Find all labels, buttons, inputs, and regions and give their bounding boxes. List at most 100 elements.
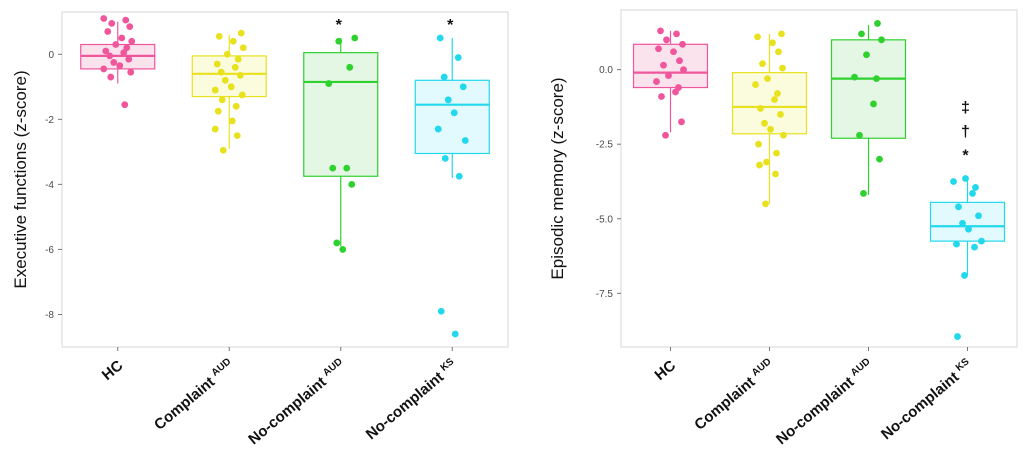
- data-point: [213, 60, 221, 68]
- data-point: [978, 237, 985, 245]
- data-point: [440, 73, 448, 81]
- data-point: [757, 105, 764, 112]
- data-point: [228, 117, 236, 125]
- data-point: [774, 90, 781, 97]
- data-point: [773, 149, 780, 157]
- data-point: [969, 190, 976, 197]
- data-point: [955, 203, 962, 211]
- data-point: [965, 225, 972, 233]
- y-tick-label: -4: [45, 180, 54, 191]
- y-axis-label: Executive functions (z-score): [11, 70, 30, 288]
- data-point: [971, 243, 978, 251]
- data-point: [874, 20, 881, 27]
- y-tick-label: -5.0: [596, 214, 614, 225]
- data-point: [851, 73, 858, 81]
- data-point: [676, 57, 683, 65]
- box: [929, 201, 1006, 242]
- data-point: [876, 155, 883, 163]
- data-point: [219, 146, 227, 154]
- data-point: [856, 131, 863, 139]
- y-tick-label: 0.0: [599, 65, 613, 76]
- data-point: [858, 30, 865, 38]
- data-point: [123, 44, 131, 52]
- box-group-3: *: [303, 17, 379, 351]
- data-point: [348, 180, 356, 188]
- data-point: [234, 55, 242, 63]
- y-tick-label: -6: [45, 245, 54, 256]
- data-point: [764, 75, 771, 82]
- data-point: [232, 102, 240, 110]
- data-point: [451, 330, 459, 338]
- box-group-1: [632, 27, 709, 351]
- data-point: [860, 190, 867, 197]
- data-point: [221, 76, 229, 84]
- data-point: [237, 29, 245, 37]
- plot-frame: [620, 9, 1018, 348]
- data-point: [680, 66, 687, 74]
- data-point: [126, 23, 134, 31]
- data-point: [112, 41, 120, 48]
- data-point: [229, 37, 237, 45]
- data-point: [454, 54, 462, 61]
- y-tick-label: -2.5: [596, 140, 614, 151]
- y-axis-label: Episodic memory (z-score): [548, 77, 567, 279]
- data-point: [128, 37, 136, 45]
- data-point: [120, 49, 128, 57]
- data-point: [653, 78, 660, 85]
- data-point: [763, 158, 770, 166]
- data-point: [779, 64, 786, 72]
- data-point: [122, 16, 130, 24]
- data-point: [343, 164, 351, 172]
- panel-1: 0 -2 -4 -6 -8 Executive functions (z-score) * *…: [11, 11, 509, 448]
- data-point: [333, 239, 341, 247]
- x-category-label: ComplaintAUD: [691, 356, 778, 433]
- data-point: [953, 240, 960, 248]
- data-point: [325, 80, 333, 87]
- x-category-label: HC: [99, 357, 127, 384]
- y-tick-label: 0: [48, 50, 54, 61]
- data-point: [238, 91, 246, 99]
- data-point: [959, 219, 966, 227]
- data-point: [950, 178, 957, 185]
- data-point: [100, 65, 108, 73]
- box: [731, 72, 808, 135]
- data-point: [679, 40, 686, 48]
- y-tick-label: -2: [45, 115, 54, 126]
- plot-frame: [61, 11, 509, 348]
- box-group-4: *: [414, 17, 490, 351]
- significance-marker: ‡: [961, 100, 970, 117]
- x-category-label: No-complaintAUD: [245, 356, 350, 448]
- data-point: [217, 68, 225, 76]
- significance-marker: *: [336, 17, 343, 34]
- data-point: [769, 39, 776, 47]
- panel-2: 0.0 -2.5 -5.0 -7.5 Episodic memory (z-score)…: [548, 9, 1018, 448]
- data-point: [761, 119, 768, 127]
- data-point: [863, 51, 870, 59]
- data-point: [102, 47, 110, 55]
- data-point: [233, 132, 241, 139]
- data-point: [663, 36, 670, 44]
- box-group-4: * † ‡: [929, 100, 1006, 351]
- data-point: [441, 154, 449, 162]
- data-point: [754, 33, 761, 41]
- y-tick-label: -8: [45, 310, 54, 321]
- data-point: [211, 86, 219, 94]
- data-point: [752, 81, 759, 88]
- data-point: [218, 96, 226, 104]
- data-point: [227, 83, 235, 91]
- data-point: [672, 88, 679, 96]
- box-group-3: [830, 20, 907, 351]
- box-group-2: [191, 29, 267, 351]
- data-point: [655, 45, 662, 53]
- data-point: [755, 140, 762, 148]
- data-point: [961, 272, 968, 279]
- significance-marker: *: [962, 148, 969, 165]
- data-point: [756, 161, 763, 169]
- data-point: [975, 212, 982, 220]
- data-point: [778, 30, 785, 38]
- data-point: [127, 68, 135, 76]
- x-category-label: No-complaintAUD: [772, 356, 877, 448]
- data-point: [962, 175, 969, 182]
- box: [191, 55, 267, 98]
- data-point: [231, 63, 239, 71]
